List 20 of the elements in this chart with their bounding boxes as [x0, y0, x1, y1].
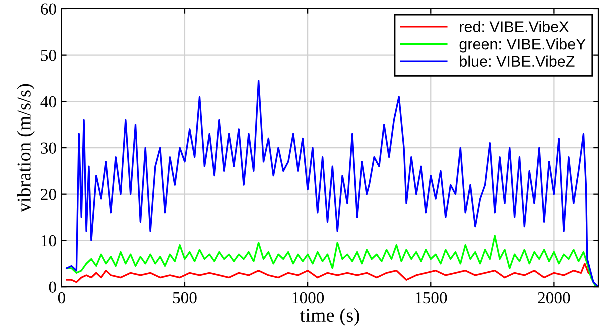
x-tick-label: 2000 [538, 292, 570, 304]
y-tick-label: 30 [41, 142, 56, 154]
x-tick-label: 1000 [292, 292, 324, 304]
y-axis-title: vibration (m/s/s) [17, 84, 35, 213]
line-series [66, 235, 597, 288]
y-tick-label: 10 [42, 235, 56, 247]
x-tick-label: 0 [58, 292, 66, 304]
line-series [66, 80, 598, 288]
y-tick-label: 20 [41, 189, 56, 200]
legend-label: blue: VIBE.VibeZ [460, 56, 575, 68]
legend-label: red: VIBE.VibeX [460, 21, 569, 32]
x-tick-label: 1500 [416, 292, 448, 304]
y-tick-label: 40 [40, 96, 56, 108]
y-tick-label: 0 [49, 282, 56, 293]
y-tick-label: 50 [41, 50, 56, 62]
line-series [66, 263, 590, 284]
x-axis-title: time (s) [300, 308, 360, 326]
x-tick-label: 500 [173, 292, 197, 304]
y-tick-label: 60 [41, 4, 56, 15]
legend-label: green: VIBE.VibeY [460, 38, 586, 53]
